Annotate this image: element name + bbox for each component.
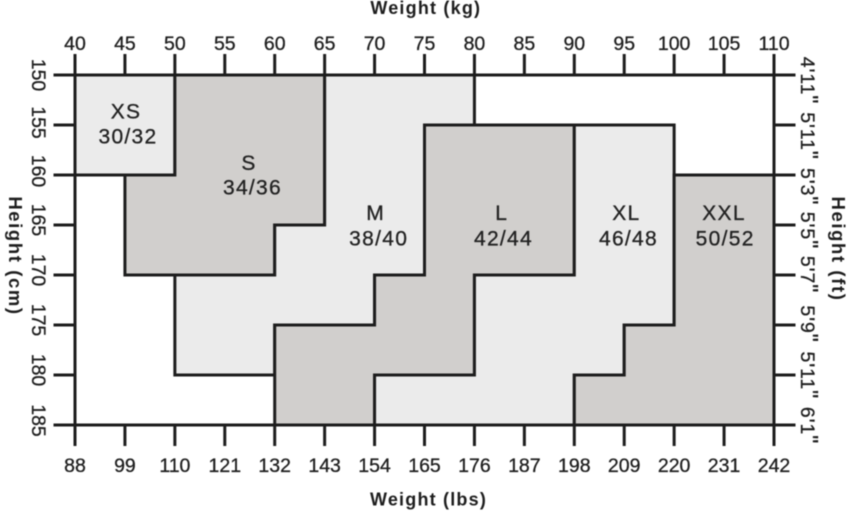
svg-text:S: S (241, 152, 256, 175)
svg-text:75: 75 (414, 33, 436, 55)
svg-text:88: 88 (64, 455, 86, 477)
svg-text:154: 154 (358, 455, 391, 477)
svg-text:5'5": 5'5" (795, 212, 824, 249)
svg-text:100: 100 (658, 33, 691, 55)
svg-text:150: 150 (27, 59, 49, 92)
svg-text:L: L (495, 202, 508, 225)
svg-text:65: 65 (314, 33, 336, 55)
svg-text:110: 110 (159, 455, 190, 477)
svg-text:5'11": 5'11" (795, 112, 824, 159)
svg-text:90: 90 (563, 33, 585, 55)
svg-text:99: 99 (114, 455, 136, 477)
svg-text:175: 175 (27, 304, 49, 337)
svg-text:46/48: 46/48 (599, 228, 658, 251)
svg-text:85: 85 (514, 33, 536, 55)
svg-text:Weight (lbs): Weight (lbs) (370, 490, 487, 510)
svg-text:M: M (366, 202, 385, 225)
svg-text:110: 110 (758, 33, 789, 55)
svg-text:185: 185 (27, 404, 49, 437)
svg-text:42/44: 42/44 (474, 228, 533, 251)
svg-text:45: 45 (114, 33, 136, 55)
svg-text:5'3": 5'3" (795, 168, 824, 205)
svg-text:5'11": 5'11" (795, 351, 824, 398)
svg-text:209: 209 (608, 455, 641, 477)
svg-text:XS: XS (111, 101, 142, 124)
svg-text:30/32: 30/32 (98, 126, 157, 149)
svg-text:5'7": 5'7" (795, 256, 824, 293)
svg-text:80: 80 (464, 33, 486, 55)
svg-text:60: 60 (264, 33, 286, 55)
svg-text:132: 132 (258, 455, 291, 477)
svg-text:6'1": 6'1" (795, 407, 824, 444)
svg-text:50/52: 50/52 (696, 228, 755, 251)
svg-text:95: 95 (613, 33, 635, 55)
svg-text:160: 160 (27, 155, 49, 188)
svg-text:5'9": 5'9" (795, 305, 824, 342)
svg-text:165: 165 (408, 455, 441, 477)
svg-text:4'11": 4'11" (795, 57, 824, 104)
svg-text:XL: XL (612, 202, 640, 225)
svg-text:143: 143 (308, 455, 341, 477)
svg-text:242: 242 (758, 455, 791, 477)
svg-text:165: 165 (27, 204, 49, 237)
svg-text:38/40: 38/40 (349, 228, 408, 251)
svg-text:40: 40 (64, 33, 86, 55)
svg-text:70: 70 (364, 33, 386, 55)
svg-text:XXL: XXL (702, 202, 746, 225)
svg-text:Weight (kg): Weight (kg) (370, 0, 481, 18)
svg-text:180: 180 (27, 354, 49, 387)
svg-text:231: 231 (708, 455, 741, 477)
svg-text:220: 220 (658, 455, 691, 477)
svg-text:50: 50 (164, 33, 186, 55)
svg-text:105: 105 (708, 33, 741, 55)
svg-text:121: 121 (209, 455, 242, 477)
svg-text:Height (cm): Height (cm) (5, 196, 26, 315)
svg-text:34/36: 34/36 (223, 176, 282, 199)
svg-text:Height (ft): Height (ft) (828, 197, 849, 302)
svg-text:187: 187 (508, 455, 541, 477)
svg-text:55: 55 (214, 33, 236, 55)
svg-text:170: 170 (27, 254, 49, 287)
svg-text:198: 198 (558, 455, 591, 477)
svg-text:176: 176 (458, 455, 491, 477)
svg-text:155: 155 (27, 106, 49, 139)
